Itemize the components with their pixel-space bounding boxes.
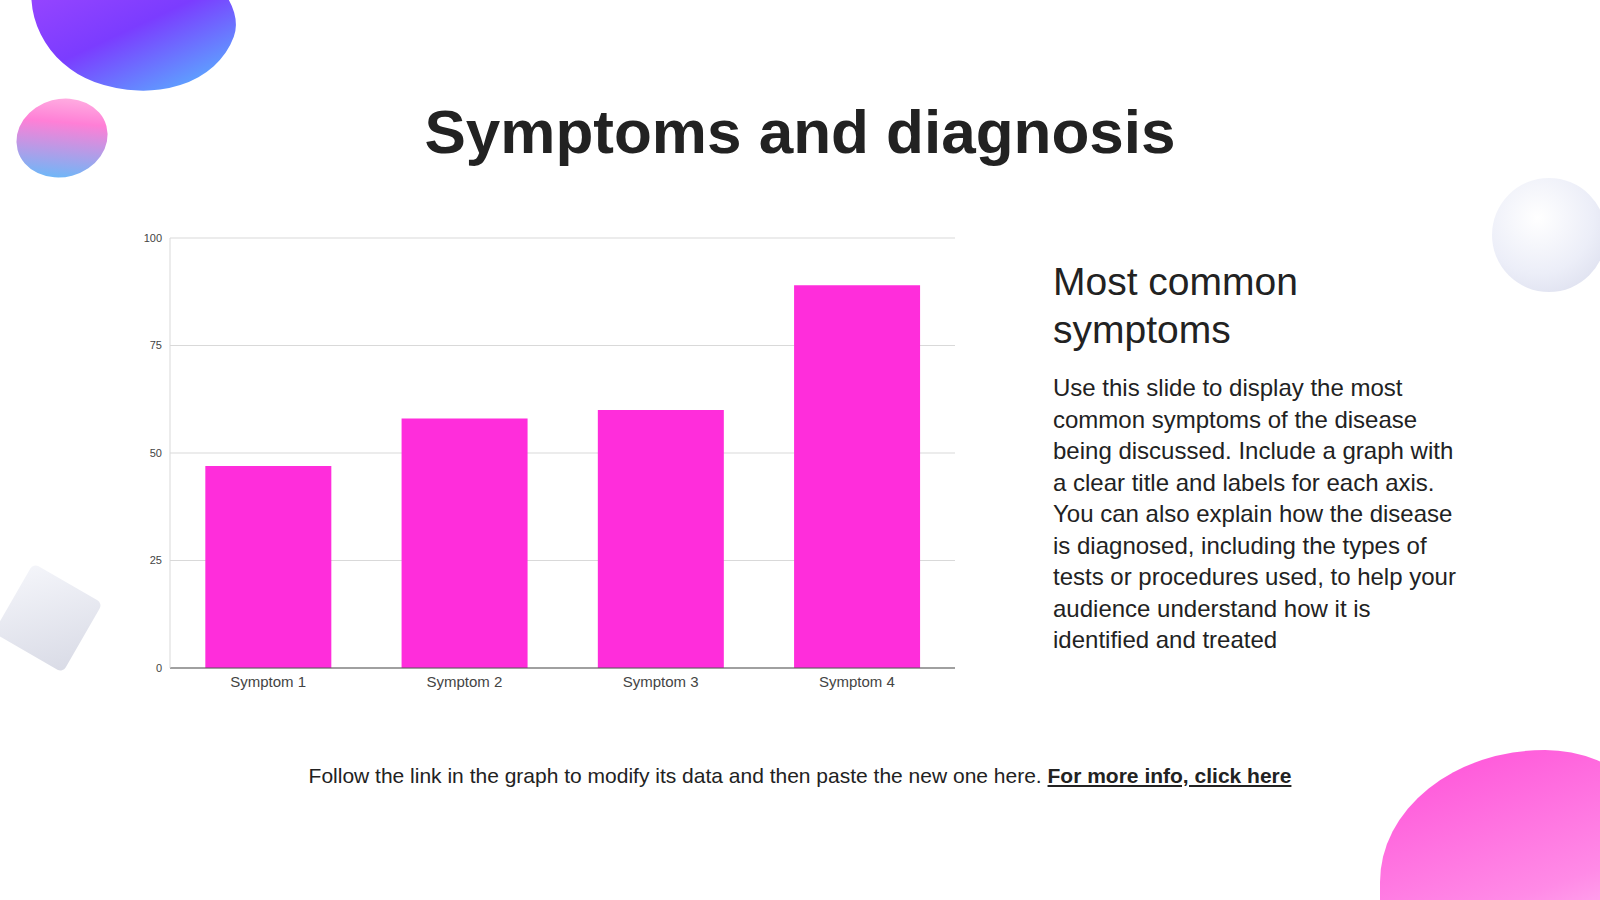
- svg-text:0: 0: [156, 662, 162, 674]
- svg-text:Symptom 2: Symptom 2: [426, 673, 502, 690]
- html-text:Follow the link in the graph t: Follow the link in the graph to modify i…: [308, 764, 1292, 787]
- svg-text:Symptom 4: Symptom 4: [819, 673, 895, 690]
- svg-text:75: 75: [150, 339, 162, 351]
- svg-text:50: 50: [150, 447, 162, 459]
- svg-text:25: 25: [150, 554, 162, 566]
- html-text:Use this slide to display the: Use this slide to display the most commo…: [1053, 374, 1456, 653]
- svg-text:100: 100: [144, 232, 162, 244]
- svg-text:Symptom 3: Symptom 3: [623, 673, 699, 690]
- svg-text:Symptom 1: Symptom 1: [230, 673, 306, 690]
- html-text:Most common symptoms: Most common symptoms: [1053, 260, 1298, 351]
- html-text:Symptoms and diagnosis: Symptoms and diagnosis: [424, 97, 1176, 166]
